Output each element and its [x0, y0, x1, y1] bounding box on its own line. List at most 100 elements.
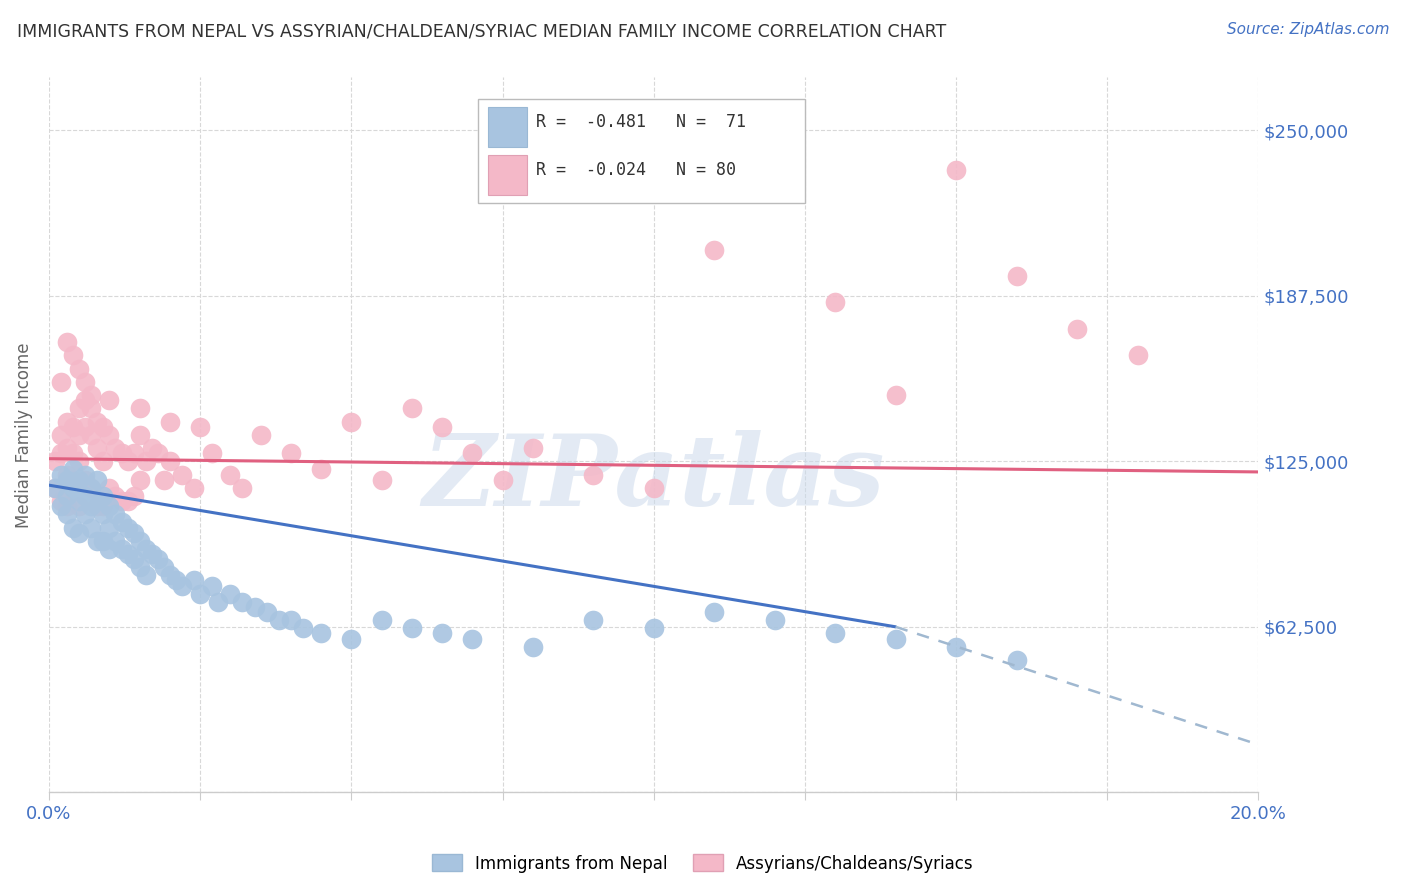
Point	[67, 454, 90, 468]
Point	[491, 473, 513, 487]
Point	[98, 520, 121, 534]
Point	[49, 428, 72, 442]
Point	[370, 473, 392, 487]
Point	[159, 415, 181, 429]
Point	[135, 541, 157, 556]
Point	[165, 574, 187, 588]
Point	[80, 481, 103, 495]
Point	[135, 454, 157, 468]
Point	[98, 481, 121, 495]
Point	[80, 388, 103, 402]
FancyBboxPatch shape	[488, 154, 527, 194]
Y-axis label: Median Family Income: Median Family Income	[15, 343, 32, 527]
Point	[256, 605, 278, 619]
Text: ZIPatlas: ZIPatlas	[423, 430, 884, 526]
Point	[75, 467, 97, 482]
Point	[340, 632, 363, 646]
Point	[170, 579, 193, 593]
Point	[309, 462, 332, 476]
Point	[62, 473, 84, 487]
Point	[104, 533, 127, 548]
Point	[110, 446, 132, 460]
Point	[582, 613, 605, 627]
Point	[75, 508, 97, 522]
Point	[49, 375, 72, 389]
Point	[340, 415, 363, 429]
Point	[188, 587, 211, 601]
Point	[522, 640, 544, 654]
Point	[98, 541, 121, 556]
Point	[249, 428, 271, 442]
Point	[884, 388, 907, 402]
Point	[67, 525, 90, 540]
Point	[75, 473, 97, 487]
Point	[117, 547, 139, 561]
Point	[49, 500, 72, 514]
Point	[183, 574, 205, 588]
Point	[159, 454, 181, 468]
Point	[122, 489, 145, 503]
Point	[98, 500, 121, 514]
Point	[104, 508, 127, 522]
Point	[430, 626, 453, 640]
Point	[67, 500, 90, 514]
Point	[291, 621, 314, 635]
Point	[461, 632, 484, 646]
Point	[44, 454, 66, 468]
Point	[231, 595, 253, 609]
Point	[188, 420, 211, 434]
Point	[1005, 268, 1028, 283]
Point	[401, 401, 423, 416]
Point	[67, 401, 90, 416]
Point	[75, 375, 97, 389]
Point	[884, 632, 907, 646]
Point	[219, 587, 242, 601]
Point	[267, 613, 290, 627]
Point	[56, 489, 79, 503]
Point	[80, 481, 103, 495]
Point	[49, 467, 72, 482]
Point	[86, 533, 108, 548]
Point	[117, 454, 139, 468]
Point	[170, 467, 193, 482]
Point	[153, 560, 176, 574]
Point	[80, 520, 103, 534]
Point	[56, 508, 79, 522]
Point	[128, 473, 150, 487]
Point	[153, 473, 176, 487]
Point	[231, 481, 253, 495]
Point	[93, 454, 115, 468]
Point	[128, 428, 150, 442]
Point	[401, 621, 423, 635]
Point	[824, 626, 846, 640]
FancyBboxPatch shape	[478, 99, 804, 202]
Point	[80, 428, 103, 442]
Point	[62, 520, 84, 534]
Point	[93, 500, 115, 514]
Point	[86, 441, 108, 455]
Point	[207, 595, 229, 609]
Point	[62, 348, 84, 362]
Point	[93, 508, 115, 522]
Point	[44, 481, 66, 495]
Point	[56, 415, 79, 429]
Text: Source: ZipAtlas.com: Source: ZipAtlas.com	[1226, 22, 1389, 37]
Point	[86, 500, 108, 514]
Text: R =  -0.024   N = 80: R = -0.024 N = 80	[537, 161, 737, 179]
Point	[49, 446, 72, 460]
Point	[117, 520, 139, 534]
Point	[110, 515, 132, 529]
Point	[141, 547, 163, 561]
Point	[128, 401, 150, 416]
Point	[122, 552, 145, 566]
Point	[86, 494, 108, 508]
Point	[110, 541, 132, 556]
Point	[98, 428, 121, 442]
Point	[1005, 653, 1028, 667]
Point	[67, 494, 90, 508]
Point	[117, 494, 139, 508]
Point	[582, 467, 605, 482]
Point	[703, 605, 725, 619]
Point	[110, 494, 132, 508]
Point	[75, 489, 97, 503]
